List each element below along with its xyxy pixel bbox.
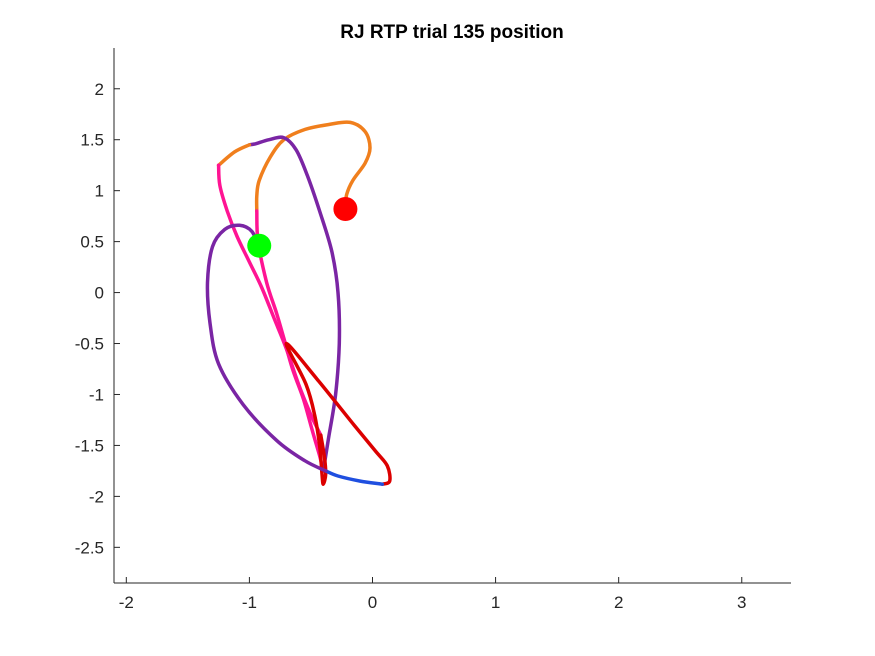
y-tick-label: -1 <box>89 385 104 404</box>
trajectory-segment-5 <box>216 163 323 437</box>
plot-area <box>205 120 392 486</box>
point-markers <box>247 197 358 258</box>
y-tick-label: 1.5 <box>80 131 104 150</box>
axes: -2 -1 0 1 2 3 2 1.5 1 0.5 0 -0.5 -1 -1.5 -2 -2.5 <box>75 48 791 612</box>
x-tick-label: 1 <box>491 593 500 612</box>
x-tick-label: 3 <box>737 593 746 612</box>
trajectory-segment-7 <box>323 469 385 486</box>
y-tick-label: -2 <box>89 487 104 506</box>
x-tick-label: -1 <box>242 593 257 612</box>
chart-title: RJ RTP trial 135 position <box>340 22 563 43</box>
y-tick-label: -2.5 <box>75 538 104 557</box>
trajectory-segment-4 <box>216 143 252 167</box>
y-axis-ticks: 2 1.5 1 0.5 0 -0.5 -1 -1.5 -2 -2.5 <box>75 80 120 557</box>
x-tick-label: 2 <box>614 593 623 612</box>
trajectory-segment-6 <box>284 341 392 486</box>
trajectory-segment-3 <box>247 135 342 473</box>
end-marker <box>247 233 272 258</box>
y-tick-label: -1.5 <box>75 436 104 455</box>
x-tick-label: -2 <box>119 593 134 612</box>
x-tick-label: 0 <box>368 593 377 612</box>
trajectory-segment-1 <box>254 120 372 213</box>
y-tick-label: 0 <box>95 284 104 303</box>
y-tick-label: 2 <box>95 80 104 99</box>
start-marker <box>333 197 358 222</box>
y-tick-label: 0.5 <box>80 233 104 252</box>
trajectory-traces <box>205 120 392 486</box>
trajectory-segment-8 <box>205 223 328 473</box>
y-tick-label: 1 <box>95 182 104 201</box>
x-axis-ticks: -2 -1 0 1 2 3 <box>119 577 746 612</box>
y-tick-label: -0.5 <box>75 335 104 354</box>
